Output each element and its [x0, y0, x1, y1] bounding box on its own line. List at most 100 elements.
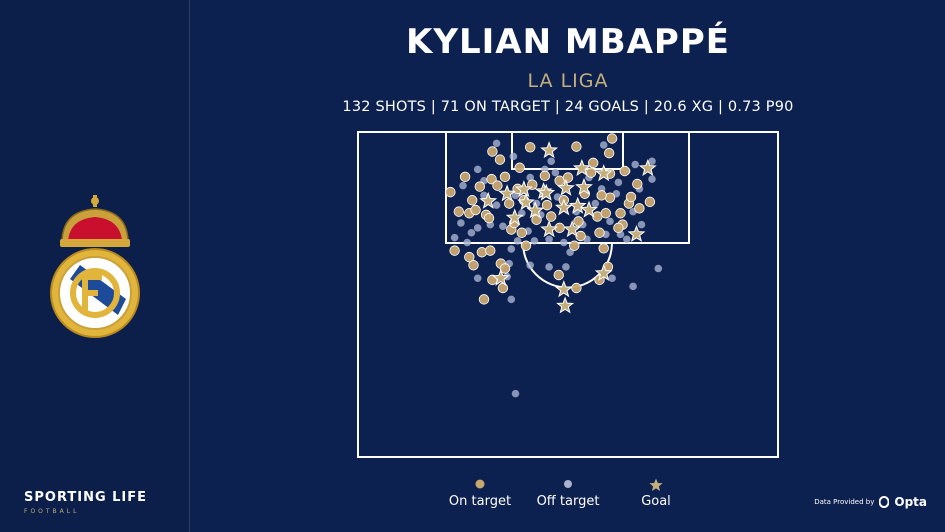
on-target-shot-7	[486, 173, 497, 185]
on-target-shot-41	[468, 260, 479, 271]
off-target-shot-32	[562, 263, 570, 271]
off-target-shot-11	[614, 178, 623, 187]
off-target-shot-52	[560, 238, 568, 247]
competition-subtitle: LA LIGA	[527, 70, 609, 92]
on-target-shot-3	[606, 133, 618, 144]
on-target-shot-6	[459, 171, 471, 183]
on-target-shot-61	[619, 165, 630, 177]
on-target-shot-39	[485, 245, 496, 256]
on-target-shot-34	[594, 227, 605, 238]
on-target-shot-27	[573, 216, 584, 227]
goal-shot-7	[556, 178, 575, 196]
off-target-shot-25	[637, 220, 646, 229]
goal-shot-12	[554, 198, 573, 216]
goal-shot-17	[491, 268, 510, 286]
on-target-shot-5	[514, 162, 525, 173]
on-target-shot-4	[603, 147, 615, 159]
on-target-shot-37	[464, 251, 475, 263]
on-target-shot-22	[644, 196, 656, 208]
off-target-shot-27	[463, 238, 472, 247]
off-target-shot-47	[526, 173, 534, 182]
goal-shot-1	[573, 159, 591, 177]
on-target-shot-58	[474, 181, 486, 192]
goal-shot-15	[563, 220, 582, 238]
on-target-shot-54	[625, 191, 637, 203]
off-target-shot-7	[648, 175, 656, 183]
goal-shot-5	[514, 180, 533, 198]
on-target-shot-50	[520, 240, 532, 251]
off-target-shot-39	[654, 264, 663, 273]
on-target-shot-70	[598, 243, 609, 254]
credit-text: Data Provided by	[814, 498, 875, 506]
off-target-shot-34	[545, 263, 553, 271]
off-target-shot-60	[467, 228, 476, 237]
goal-shot-8	[575, 177, 593, 195]
legend-label-goal: Goal	[641, 494, 671, 509]
on-target-shot-44	[497, 282, 509, 294]
goal-shot-21	[537, 183, 556, 201]
on-target-shot-62	[470, 204, 481, 216]
off-target-shot-22	[545, 235, 553, 244]
off-target-shot-19	[473, 224, 482, 232]
off-target-shot-3	[648, 157, 656, 166]
legend-label-on-target: On target	[448, 494, 512, 509]
off-target-shot-57	[547, 157, 555, 166]
on-target-shot-47	[553, 269, 564, 281]
off-target-shot-35	[473, 274, 482, 283]
off-target-shot-33	[526, 261, 534, 270]
on-target-marker-icon	[475, 479, 485, 489]
off-target-shot-44	[606, 217, 614, 226]
on-target-shot-2	[571, 141, 582, 152]
on-target-shot-29	[600, 208, 612, 219]
legend-label-off-target: Off target	[536, 494, 600, 509]
on-target-shot-42	[499, 263, 511, 274]
on-target-shot-18	[541, 199, 553, 211]
on-target-shot-35	[613, 222, 624, 234]
on-target-shot-53	[596, 190, 607, 201]
off-target-shot-37	[608, 274, 616, 283]
opta-logo-icon	[879, 496, 890, 508]
on-target-shot-52	[562, 172, 574, 183]
player-title: KYLIAN MBAPPÉ	[405, 22, 730, 62]
on-target-shot-64	[615, 208, 626, 219]
on-target-shot-66	[483, 212, 495, 224]
goal-shot-19	[554, 280, 573, 298]
on-target-shot-16	[504, 198, 515, 209]
off-target-shot-48	[631, 160, 639, 169]
off-target-shot-40	[511, 389, 520, 398]
off-target-shot-28	[513, 237, 522, 245]
on-target-shot-31	[634, 203, 645, 214]
off-target-shot-16	[591, 199, 600, 208]
on-target-shot-36	[449, 245, 460, 256]
off-target-shot-56	[457, 219, 465, 227]
off-target-shot-29	[507, 245, 516, 253]
off-target-shot-0	[492, 139, 501, 148]
off-target-marker-icon	[564, 480, 572, 488]
credit-provider: Opta	[894, 495, 927, 509]
off-target-shot-46	[480, 191, 488, 200]
on-target-shot-10	[492, 180, 503, 191]
goal-shot-9	[479, 191, 498, 209]
goal-shot-16	[627, 225, 646, 242]
off-target-shot-41	[492, 201, 501, 209]
goal-shot-13	[568, 196, 587, 214]
off-target-shot-38	[629, 282, 637, 291]
goal-shot-23	[580, 200, 598, 218]
off-target-shot-26	[450, 233, 459, 242]
six-yard-box	[511, 131, 624, 170]
goal-star-icon	[649, 478, 663, 491]
on-target-shot-67	[588, 157, 599, 169]
stats-line: 132 SHOTS | 71 ON TARGET | 24 GOALS | 20…	[342, 99, 794, 115]
goal-shot-4	[498, 184, 517, 202]
goal-shot-18	[594, 264, 613, 281]
club-crest-icon	[50, 195, 140, 338]
on-target-shot-33	[575, 230, 586, 242]
on-target-shot-60	[569, 240, 580, 251]
on-target-shot-57	[585, 167, 597, 178]
goal-shot-2	[594, 164, 613, 182]
goal-shot-20	[556, 296, 575, 314]
on-target-shot-38	[476, 247, 488, 258]
on-target-shot-55	[539, 170, 551, 182]
goal-shot-0	[540, 141, 559, 159]
